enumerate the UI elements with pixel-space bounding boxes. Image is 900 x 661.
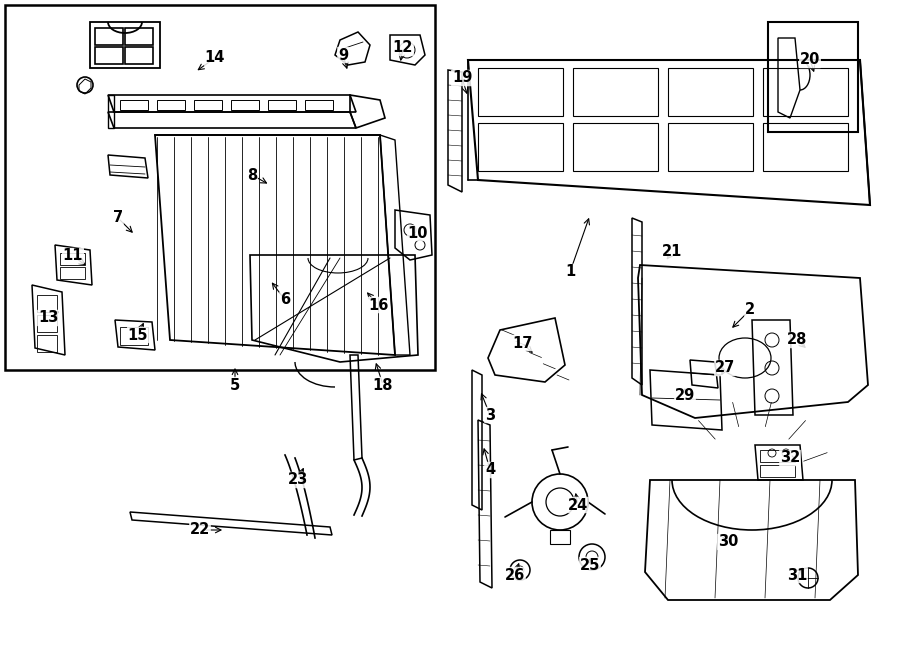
Text: 26: 26	[505, 568, 525, 582]
Text: 15: 15	[128, 327, 148, 342]
Bar	[95, 28, 123, 45]
Text: 14: 14	[205, 50, 225, 65]
Text: 28: 28	[787, 332, 807, 348]
Text: 16: 16	[368, 297, 388, 313]
Text: 30: 30	[718, 535, 738, 549]
Text: 6: 6	[280, 293, 290, 307]
Text: 21: 21	[662, 245, 682, 260]
Bar	[763, 68, 848, 116]
Bar	[668, 123, 753, 171]
Bar	[37, 295, 57, 312]
Bar	[478, 68, 563, 116]
Text: 19: 19	[452, 71, 472, 85]
Bar	[37, 335, 57, 352]
Text: 5: 5	[230, 377, 240, 393]
Bar	[231, 100, 259, 110]
Text: 11: 11	[63, 249, 83, 264]
Bar	[768, 22, 858, 132]
Bar	[573, 68, 658, 116]
Bar	[668, 68, 753, 116]
Bar	[95, 47, 123, 64]
Bar	[60, 267, 85, 279]
Text: 18: 18	[373, 377, 393, 393]
Bar	[760, 450, 795, 462]
Bar	[37, 315, 57, 332]
Text: 7: 7	[112, 210, 123, 225]
Text: 9: 9	[338, 48, 348, 63]
Text: 17: 17	[512, 336, 532, 350]
Bar	[478, 123, 563, 171]
Text: 31: 31	[787, 568, 807, 582]
Bar	[120, 100, 148, 110]
Bar	[573, 123, 658, 171]
Bar	[194, 100, 222, 110]
Bar	[120, 327, 148, 345]
Text: 32: 32	[780, 451, 800, 465]
Bar	[268, 100, 296, 110]
Bar	[763, 123, 848, 171]
Bar	[125, 47, 153, 64]
Bar	[60, 253, 85, 265]
Text: 8: 8	[247, 167, 257, 182]
Bar	[157, 100, 185, 110]
Bar	[5, 5, 435, 370]
Text: 24: 24	[568, 498, 588, 512]
Text: 12: 12	[392, 40, 413, 56]
Text: 10: 10	[408, 225, 428, 241]
Bar	[305, 100, 333, 110]
Bar	[125, 28, 153, 45]
Text: 23: 23	[288, 473, 308, 488]
Text: 1: 1	[565, 264, 575, 280]
Text: 22: 22	[190, 522, 210, 537]
Bar	[760, 465, 795, 477]
Text: 25: 25	[580, 557, 600, 572]
Text: 4: 4	[485, 463, 495, 477]
Text: 3: 3	[485, 407, 495, 422]
Text: 13: 13	[38, 311, 58, 325]
Text: 2: 2	[745, 303, 755, 317]
Text: 27: 27	[715, 360, 735, 375]
Text: 29: 29	[675, 387, 695, 403]
Text: 20: 20	[800, 52, 820, 67]
